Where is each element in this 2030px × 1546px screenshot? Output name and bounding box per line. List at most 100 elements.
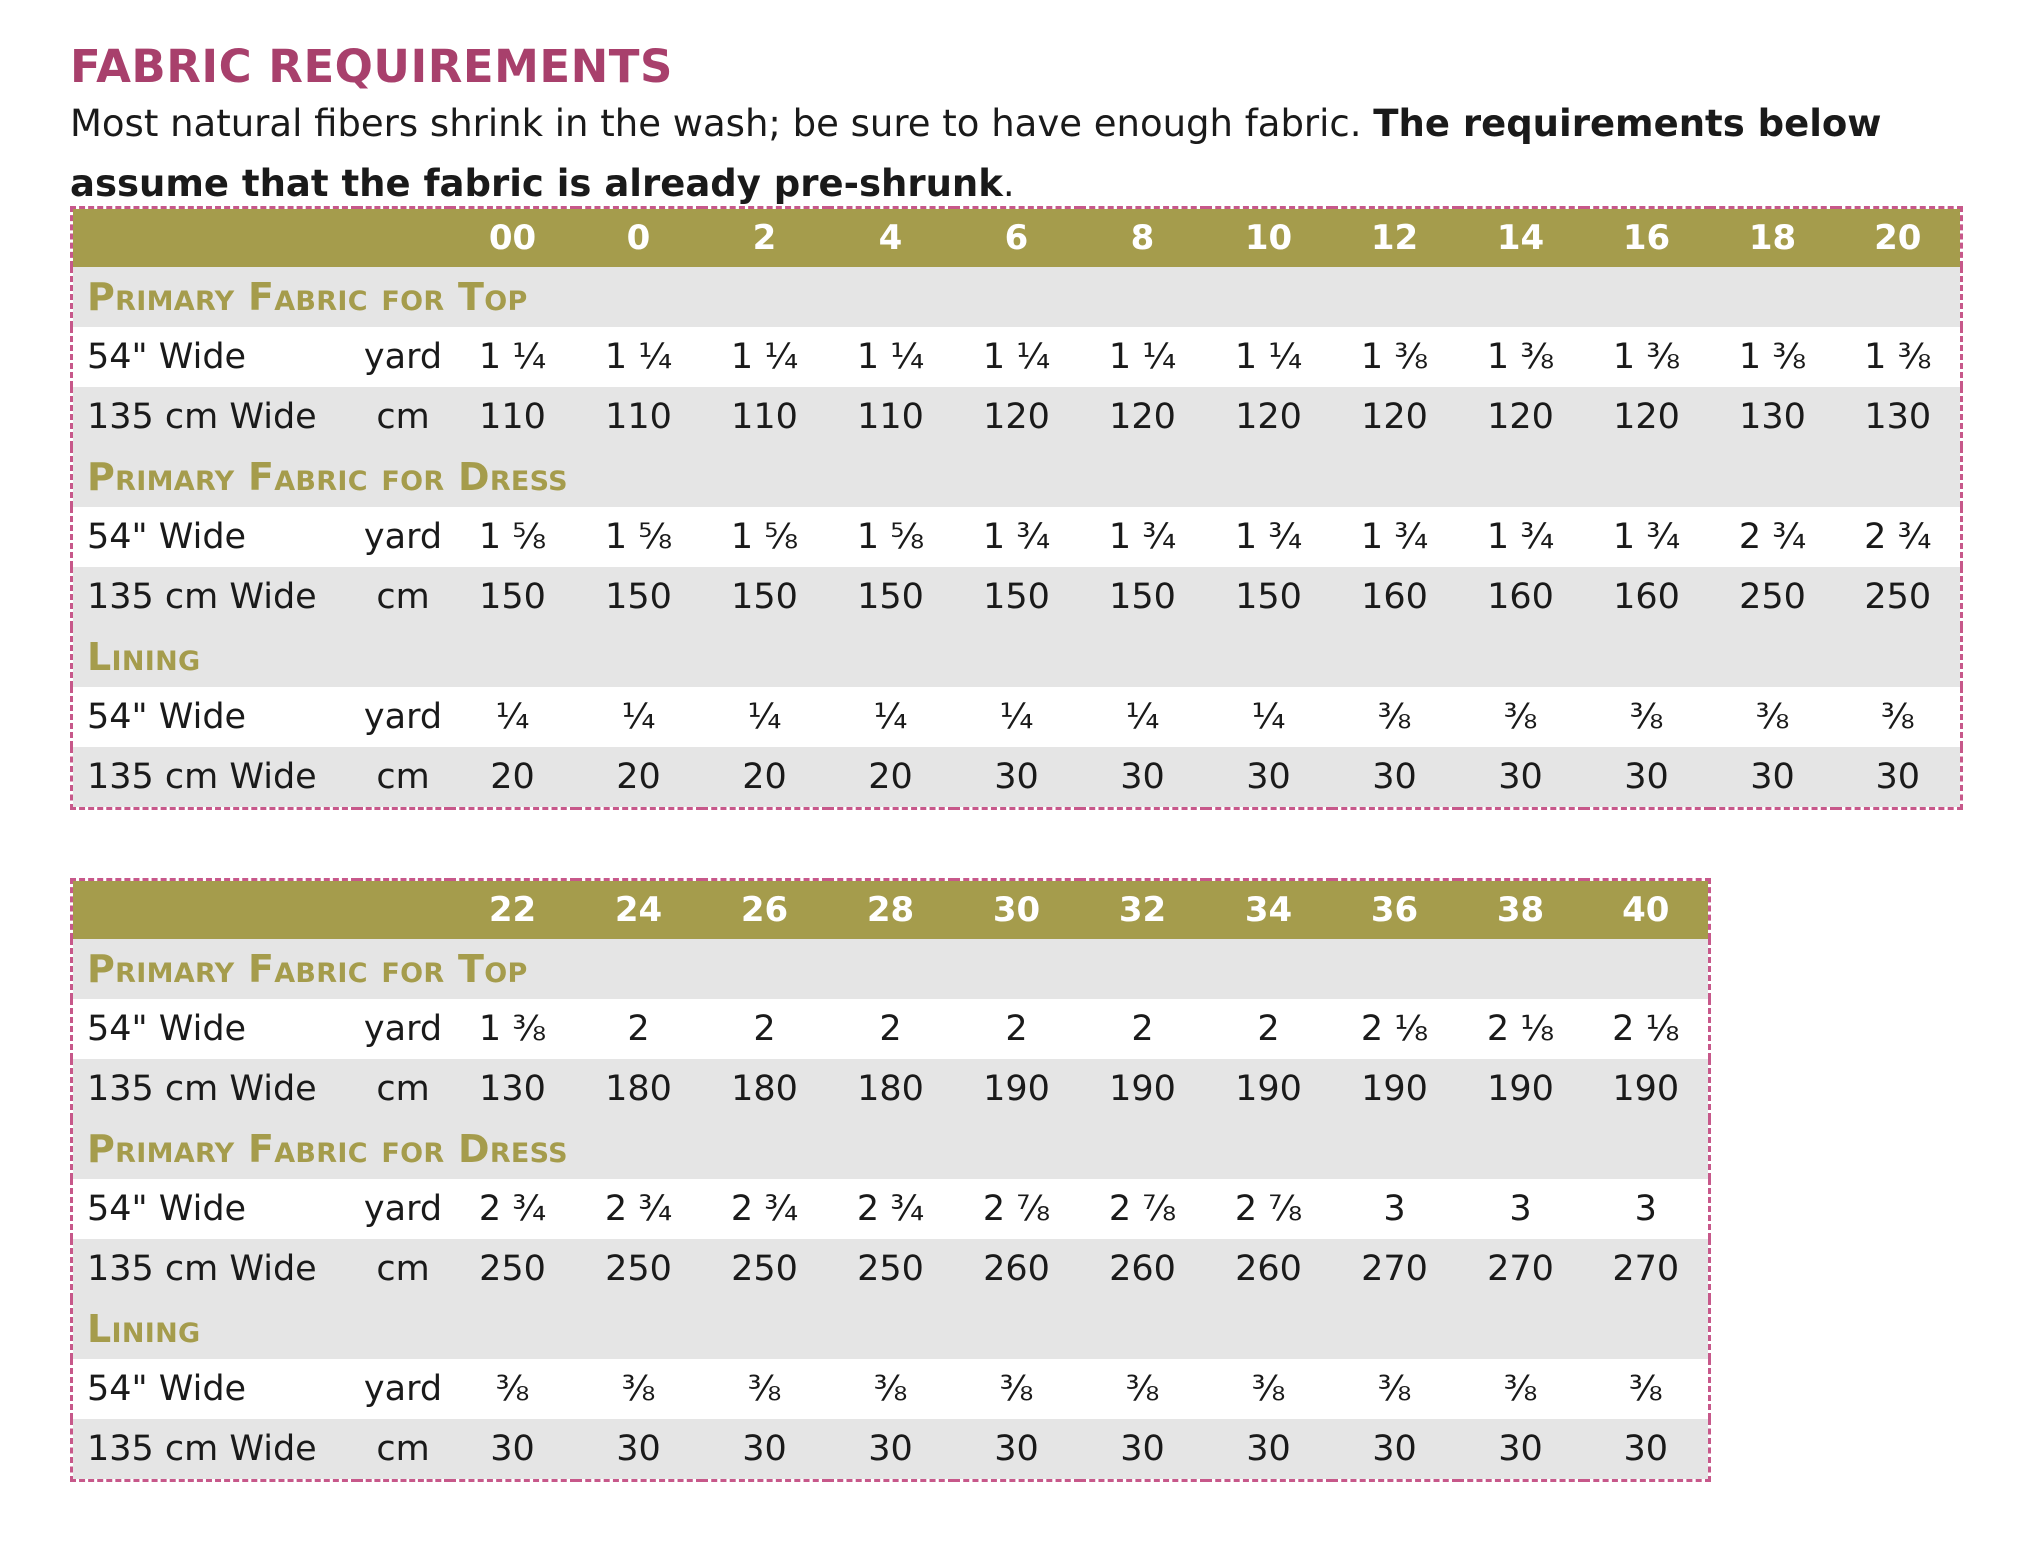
size-header: 30 <box>953 879 1080 939</box>
amount-cell: 2 ¾ <box>1709 507 1836 567</box>
section-header-row: Primary Fabric for Dress <box>71 1119 1710 1179</box>
amount-cell: ¼ <box>449 687 576 747</box>
size-header: 40 <box>1583 879 1710 939</box>
amount-cell: 120 <box>1457 387 1584 447</box>
section-header-row: Primary Fabric for Top <box>71 267 1962 327</box>
amount-cell: 1 ¼ <box>827 327 954 387</box>
amount-cell: 160 <box>1583 567 1710 627</box>
unit-label: cm <box>356 387 450 447</box>
amount-cell: 1 ⅝ <box>827 507 954 567</box>
amount-cell: 250 <box>827 1239 954 1299</box>
unit-label: yard <box>356 999 450 1059</box>
amount-cell: 2 ⅞ <box>1205 1179 1332 1239</box>
amount-cell: 1 ⅜ <box>1709 327 1836 387</box>
amount-cell: 1 ¾ <box>1583 507 1710 567</box>
amount-cell: 30 <box>1457 747 1584 809</box>
fabric-table-sizes-00-20: 00 0 2 4 6 8 10 12 14 16 18 20 Primary Fabric for To… <box>70 206 1963 810</box>
amount-cell: 150 <box>1079 567 1206 627</box>
amount-cell: 1 ¼ <box>1079 327 1206 387</box>
amount-cell: 30 <box>701 1419 828 1481</box>
intro-end-text: . <box>1002 162 1015 205</box>
amount-cell: 2 ⅛ <box>1583 999 1710 1059</box>
amount-cell: 1 ¾ <box>1079 507 1206 567</box>
amount-cell: 2 ⅞ <box>1079 1179 1206 1239</box>
amount-cell: 190 <box>1205 1059 1332 1119</box>
fabric-width-label: 135 cm Wide <box>71 1239 357 1299</box>
amount-cell: 160 <box>1331 567 1458 627</box>
amount-cell: 30 <box>449 1419 576 1481</box>
amount-cell: 190 <box>1457 1059 1584 1119</box>
size-header: 8 <box>1079 207 1206 267</box>
amount-cell: 180 <box>827 1059 954 1119</box>
amount-cell: 20 <box>449 747 576 809</box>
intro-normal-text: Most natural fibers shrink in the wash; … <box>70 102 1374 145</box>
section-header-row: Lining <box>71 1299 1710 1359</box>
section-header-row: Primary Fabric for Dress <box>71 447 1962 507</box>
section-title: Lining <box>71 1299 1710 1359</box>
amount-cell: 130 <box>449 1059 576 1119</box>
amount-cell: 30 <box>1205 747 1332 809</box>
size-header: 20 <box>1835 207 1962 267</box>
amount-cell: 190 <box>1583 1059 1710 1119</box>
intro-bold-text: The requirements below assume that the f… <box>70 102 1882 205</box>
amount-cell: 30 <box>1583 1419 1710 1481</box>
amount-cell: 270 <box>1457 1239 1584 1299</box>
size-header: 38 <box>1457 879 1584 939</box>
amount-cell: 1 ¾ <box>1457 507 1584 567</box>
amount-cell: ⅜ <box>449 1359 576 1419</box>
amount-cell: 20 <box>575 747 702 809</box>
unit-label: cm <box>356 1239 450 1299</box>
amount-cell: 2 ⅞ <box>953 1179 1080 1239</box>
amount-cell: 1 ¼ <box>701 327 828 387</box>
amount-cell: 1 ¾ <box>953 507 1080 567</box>
amount-cell: 1 ⅜ <box>1331 327 1458 387</box>
amount-cell: ⅜ <box>1583 1359 1710 1419</box>
fabric-width-label: 54" Wide <box>71 1179 357 1239</box>
table-row: 135 cm Wide cm 150 150 150 150 150 150 150 160 160… <box>71 567 1962 627</box>
size-header: 24 <box>575 879 702 939</box>
size-header: 2 <box>701 207 828 267</box>
size-header-row: 00 0 2 4 6 8 10 12 14 16 18 20 <box>71 207 1962 267</box>
amount-cell: 2 ⅛ <box>1331 999 1458 1059</box>
size-header: 16 <box>1583 207 1710 267</box>
amount-cell: 2 ¾ <box>449 1179 576 1239</box>
amount-cell: 120 <box>1583 387 1710 447</box>
amount-cell: 1 ¼ <box>953 327 1080 387</box>
amount-cell: 260 <box>1079 1239 1206 1299</box>
amount-cell: ⅜ <box>1709 687 1836 747</box>
amount-cell: 260 <box>1205 1239 1332 1299</box>
amount-cell: 30 <box>1079 1419 1206 1481</box>
amount-cell: ⅜ <box>1583 687 1710 747</box>
table-row: 54" Wide yard ⅜ ⅜ ⅜ ⅜ ⅜ ⅜ ⅜ ⅜ ⅜ ⅜ <box>71 1359 1710 1419</box>
table-row: 135 cm Wide cm 110 110 110 110 120 120 120 120 120… <box>71 387 1962 447</box>
amount-cell: 150 <box>827 567 954 627</box>
amount-cell: 250 <box>1835 567 1962 627</box>
amount-cell: 1 ¼ <box>1205 327 1332 387</box>
amount-cell: ¼ <box>827 687 954 747</box>
amount-cell: 20 <box>827 747 954 809</box>
amount-cell: 3 <box>1583 1179 1710 1239</box>
amount-cell: ⅜ <box>1331 687 1458 747</box>
amount-cell: 30 <box>1331 747 1458 809</box>
amount-cell: 2 <box>1205 999 1332 1059</box>
amount-cell: ¼ <box>1205 687 1332 747</box>
amount-cell: 20 <box>701 747 828 809</box>
amount-cell: 110 <box>827 387 954 447</box>
fabric-width-label: 135 cm Wide <box>71 567 357 627</box>
unit-label: yard <box>356 507 450 567</box>
amount-cell: ⅜ <box>827 1359 954 1419</box>
amount-cell: 30 <box>1835 747 1962 809</box>
amount-cell: 1 ⅜ <box>1835 327 1962 387</box>
size-header: 26 <box>701 879 828 939</box>
amount-cell: 30 <box>1331 1419 1458 1481</box>
amount-cell: 150 <box>449 567 576 627</box>
amount-cell: ¼ <box>575 687 702 747</box>
amount-cell: ⅜ <box>953 1359 1080 1419</box>
fabric-width-label: 54" Wide <box>71 1359 357 1419</box>
table-row: 135 cm Wide cm 30 30 30 30 30 30 30 30 30 30 <box>71 1419 1710 1481</box>
amount-cell: ⅜ <box>1079 1359 1206 1419</box>
size-header: 18 <box>1709 207 1836 267</box>
fabric-width-label: 135 cm Wide <box>71 1419 357 1481</box>
